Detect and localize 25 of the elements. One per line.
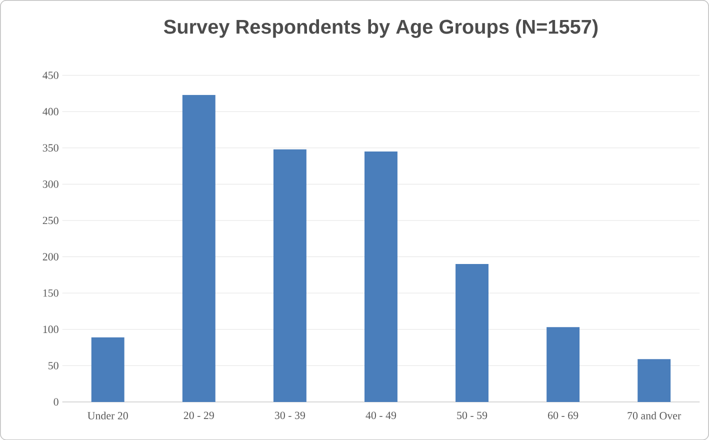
x-tick-label: 60 - 69 [548,412,578,419]
y-tick-label: 50 [48,362,58,370]
y-tick-label: 200 [42,252,58,260]
y-tick-label: 150 [43,289,58,297]
x-tick-label: 50 - 59 [457,412,488,419]
bar [456,264,488,402]
bar [91,337,124,402]
y-tick-label: 0 [54,398,58,406]
chart-title: Survey Respondents by Age Groups (N=1557) [164,19,598,38]
x-tick-label: 20 - 29 [184,412,214,419]
y-tick-label: 250 [42,216,58,224]
y-tick-label: 300 [42,180,58,188]
y-tick-label: 350 [42,144,58,152]
bar [638,358,671,402]
y-tick-label: 400 [42,108,58,116]
y-tick-label: 100 [43,326,58,333]
y-tick-label: 450 [42,71,58,79]
x-tick-label: Under 20 [88,412,128,420]
bar [546,327,580,402]
bar [182,94,216,402]
x-tick-label: 40 - 49 [366,412,396,419]
x-tick-label: 70 and Over [628,412,682,420]
bar [364,151,398,402]
bar [273,149,306,402]
x-tick-label: 30 - 39 [274,412,305,419]
